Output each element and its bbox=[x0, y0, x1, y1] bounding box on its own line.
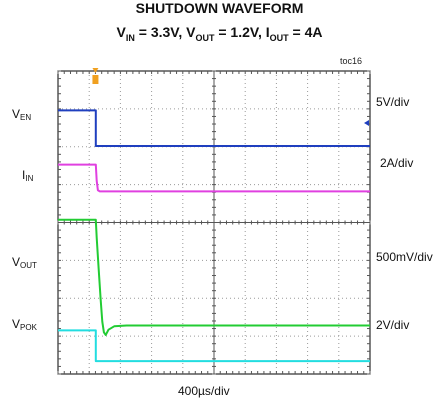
trace-iin bbox=[58, 163, 370, 193]
channel-label-ven: VEN bbox=[12, 107, 31, 122]
scale-label-vpok: 2V/div bbox=[376, 318, 410, 332]
ven-name: V bbox=[12, 107, 21, 121]
title-vout-sub: OUT bbox=[195, 32, 215, 43]
trace-vout bbox=[58, 218, 370, 336]
markers bbox=[92, 68, 369, 126]
title-iout-sub: OUT bbox=[269, 32, 289, 43]
channel-label-vpok: VPOK bbox=[12, 317, 37, 332]
trace-ven bbox=[58, 109, 370, 147]
iin-name: I bbox=[22, 168, 26, 182]
x-axis-label: 400µs/div bbox=[178, 384, 230, 398]
vout-sub: OUT bbox=[20, 261, 37, 270]
title-vin-sub: IN bbox=[125, 32, 135, 43]
vout-name: V bbox=[12, 255, 21, 269]
figure-tag: toc16 bbox=[340, 56, 363, 66]
channel-label-vout: VOUT bbox=[12, 255, 37, 270]
scale-label-vout: 500mV/div bbox=[376, 250, 433, 264]
chart-title-line2: VIN = 3.3V, VOUT = 1.2V, IOUT = 4A bbox=[116, 24, 323, 43]
iin-sub: IN bbox=[25, 174, 34, 183]
scale-label-iin: 2A/div bbox=[380, 156, 414, 170]
traces bbox=[58, 109, 370, 363]
channel-level-marker-icon bbox=[364, 119, 369, 126]
title-vout-value: = 1.2V, I bbox=[214, 24, 270, 40]
grid bbox=[57, 70, 371, 375]
trigger-position-icon bbox=[92, 75, 99, 84]
scale-label-ven: 5V/div bbox=[376, 95, 410, 109]
ven-sub: EN bbox=[20, 113, 32, 122]
chart-title-line1: SHUTDOWN WAVEFORM bbox=[135, 0, 304, 16]
vpok-name: V bbox=[12, 317, 21, 331]
vpok-sub: POK bbox=[20, 323, 37, 332]
channel-label-iin: IIN bbox=[22, 168, 33, 183]
trigger-marker-icon bbox=[92, 68, 99, 73]
title-vin-value: = 3.3V, V bbox=[134, 24, 196, 40]
trace-vpok bbox=[58, 329, 370, 363]
title-iout-value: = 4A bbox=[288, 24, 323, 40]
